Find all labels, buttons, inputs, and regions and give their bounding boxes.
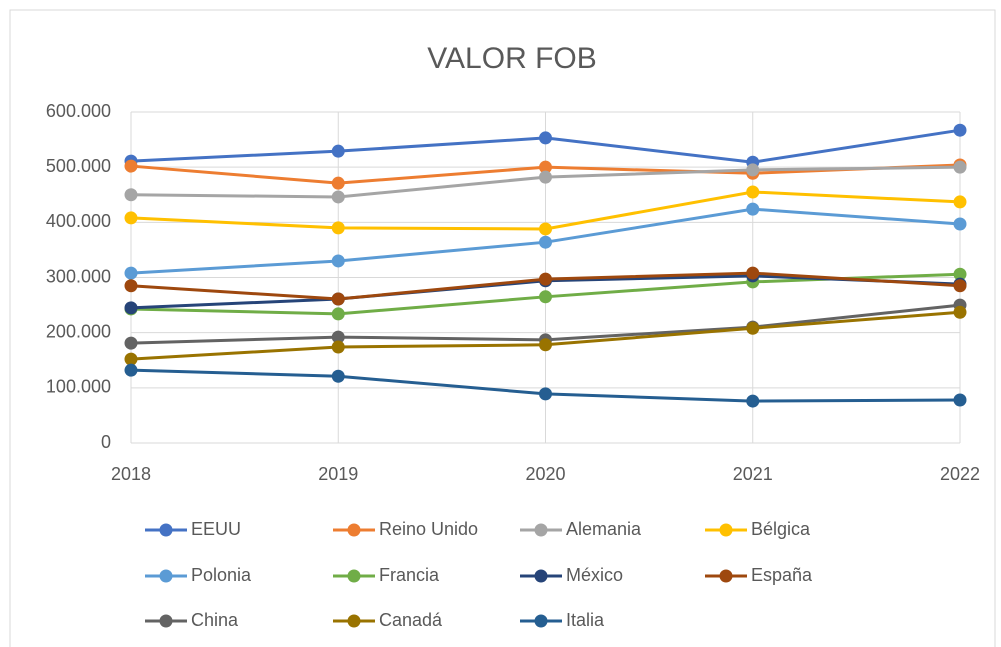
point <box>953 279 967 293</box>
x-tick-label: 2019 <box>318 464 358 484</box>
legend-label: Bélgica <box>751 519 811 539</box>
legend-marker <box>347 523 361 537</box>
point <box>124 336 138 350</box>
point <box>746 163 760 177</box>
point <box>953 123 967 137</box>
point <box>746 266 760 280</box>
point <box>953 393 967 407</box>
y-tick-label: 0 <box>101 432 111 452</box>
point <box>746 394 760 408</box>
legend-label: México <box>566 565 623 585</box>
point <box>953 217 967 231</box>
point <box>953 195 967 209</box>
legend-label: Reino Unido <box>379 519 478 539</box>
point <box>539 160 552 174</box>
point <box>953 267 967 281</box>
legend-label: Polonia <box>191 565 252 585</box>
point <box>953 160 967 174</box>
point <box>124 301 138 315</box>
point <box>331 330 345 344</box>
legend-marker <box>159 569 173 583</box>
y-tick-label: 200.000 <box>46 321 111 341</box>
point <box>746 185 760 199</box>
point <box>124 159 138 173</box>
point <box>539 338 552 352</box>
legend-marker <box>534 614 548 628</box>
x-tick-label: 2021 <box>733 464 773 484</box>
legend-label: España <box>751 565 813 585</box>
point <box>539 272 552 286</box>
point <box>539 235 552 249</box>
point <box>331 176 345 190</box>
legend-marker <box>347 569 361 583</box>
point <box>124 211 138 225</box>
x-tick-label: 2022 <box>940 464 980 484</box>
x-tick-label: 2020 <box>525 464 565 484</box>
legend-marker <box>534 569 548 583</box>
point <box>331 369 345 383</box>
point <box>746 321 760 335</box>
y-tick-label: 600.000 <box>46 101 111 121</box>
point <box>124 363 138 377</box>
point <box>331 221 345 235</box>
point <box>124 352 138 366</box>
point <box>331 307 345 321</box>
point <box>539 387 552 401</box>
point <box>331 254 345 268</box>
legend-marker <box>159 614 173 628</box>
chart-frame <box>9 9 996 647</box>
point <box>331 292 345 306</box>
legend-marker <box>534 523 548 537</box>
point <box>539 131 552 145</box>
legend-label: Canadá <box>379 610 443 630</box>
legend-label: China <box>191 610 239 630</box>
y-tick-label: 300.000 <box>46 266 111 286</box>
legend-label: Alemania <box>566 519 642 539</box>
point <box>539 222 552 236</box>
point <box>331 144 345 158</box>
point <box>331 190 345 204</box>
point <box>124 188 138 202</box>
y-tick-label: 100.000 <box>46 377 111 397</box>
legend-label: EEUU <box>191 519 241 539</box>
x-tick-label: 2018 <box>111 464 151 484</box>
legend-label: Francia <box>379 565 440 585</box>
point <box>124 266 138 280</box>
y-tick-label: 500.000 <box>46 156 111 176</box>
point <box>331 340 345 354</box>
point <box>746 202 760 216</box>
chart-title: VALOR FOB <box>427 42 596 75</box>
legend-marker <box>719 523 733 537</box>
y-tick-label: 400.000 <box>46 211 111 231</box>
point <box>953 305 967 319</box>
point <box>124 279 138 293</box>
legend-marker <box>719 569 733 583</box>
point <box>539 170 552 184</box>
legend-marker <box>347 614 361 628</box>
legend-marker <box>159 523 173 537</box>
legend-label: Italia <box>566 610 605 630</box>
point <box>539 290 552 304</box>
